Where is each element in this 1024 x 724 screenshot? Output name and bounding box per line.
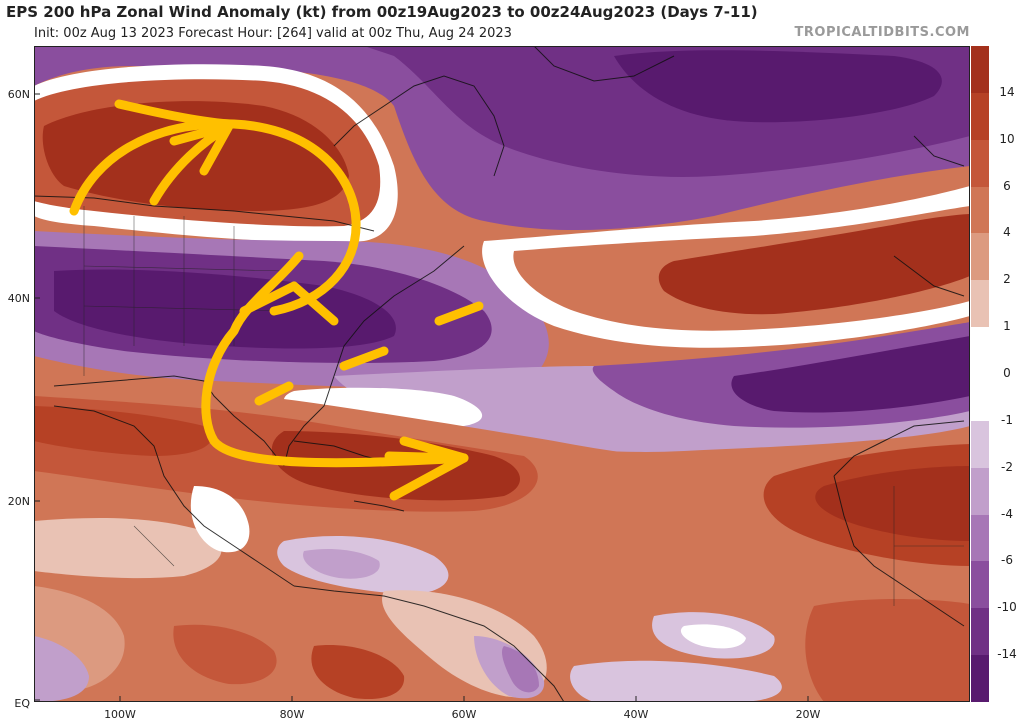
lon-label-40w: 40W	[623, 708, 649, 721]
coastlines	[34, 46, 965, 702]
lon-label-100w: 100W	[104, 708, 136, 721]
colorbar-swatch	[971, 655, 989, 703]
colorbar-swatch	[971, 233, 989, 281]
site-watermark: TROPICALTIDBITS.COM	[794, 25, 970, 40]
colorbar-swatch	[971, 608, 989, 656]
colorbar-label: 1	[1003, 319, 1011, 334]
colorbar-swatch	[971, 186, 989, 234]
colorbar-swatch	[971, 92, 989, 141]
yellow-arrow-annotations	[69, 99, 484, 501]
colorbar-swatch	[971, 280, 989, 328]
dash-1	[254, 381, 294, 406]
colorbar-label: 4	[1003, 225, 1011, 240]
lon-label-20w: 20W	[795, 708, 821, 721]
colorbar-label: 10	[999, 131, 1015, 146]
lon-label-80w: 80W	[279, 708, 305, 721]
colorbar-label: -10	[997, 600, 1017, 615]
colorbar-swatch	[971, 374, 989, 422]
lat-label-20n: 20N	[7, 495, 30, 508]
colorbar-swatch	[971, 514, 989, 562]
arrow-gulf-midline	[239, 281, 339, 326]
arrow-canada-head	[149, 121, 234, 206]
init-info: Init: 00z Aug 13 2023 Forecast Hour: [26…	[34, 26, 512, 41]
colorbar-swatch	[971, 561, 989, 609]
colorbar-label: -2	[1001, 459, 1013, 474]
colorbar-swatch	[971, 420, 989, 469]
wind-anomaly-map	[34, 46, 970, 702]
colorbar-swatch	[971, 467, 989, 516]
colorbar-label: -4	[1001, 506, 1013, 521]
lat-label-40n: 40N	[7, 292, 30, 305]
colorbar-swatch	[971, 46, 989, 94]
colorbar-label: 6	[1003, 178, 1011, 193]
arrow-canada-loop	[69, 119, 361, 316]
colorbar-label: -6	[1001, 553, 1013, 568]
dash-2	[339, 346, 389, 371]
lon-label-60w: 60W	[451, 708, 477, 721]
colorbar-label: -14	[997, 647, 1017, 662]
colorbar-label: 14	[999, 84, 1015, 99]
lat-label-60n: 60N	[7, 88, 30, 101]
colorbar-label: -1	[1001, 412, 1013, 427]
arrow-north-head	[114, 99, 234, 129]
colorbar-label: 2	[1003, 272, 1011, 287]
colorbar-swatch	[971, 327, 989, 375]
lat-label-eq: EQ	[14, 697, 30, 710]
arrow-caribbean-head	[384, 436, 469, 501]
anomaly-tropical-patches	[34, 518, 222, 579]
map-title: EPS 200 hPa Zonal Wind Anomaly (kt) from…	[6, 3, 758, 21]
political-borders	[83, 206, 964, 606]
dash-3	[434, 301, 484, 326]
colorbar-swatch	[971, 139, 989, 188]
colorbar	[971, 46, 989, 703]
colorbar-label: 0	[1003, 366, 1011, 380]
